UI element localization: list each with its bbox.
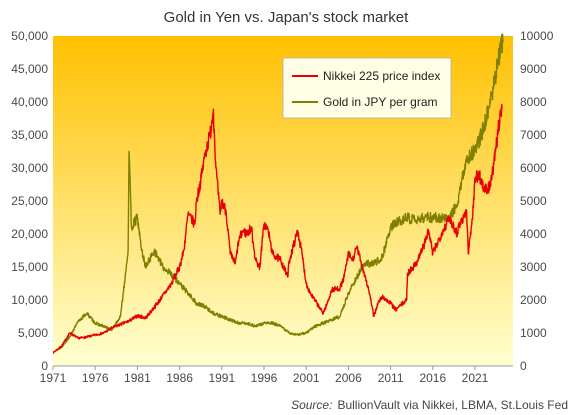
legend-label-gold: Gold in JPY per gram <box>323 95 438 109</box>
x-tick-label: 2011 <box>378 371 404 385</box>
source-text: BullionVault via Nikkei, LBMA, St.Louis … <box>337 398 568 412</box>
y-right-tick-label: 4000 <box>520 227 547 241</box>
y-right-tick-label: 3000 <box>520 260 547 274</box>
x-tick-label: 1976 <box>82 371 109 385</box>
plot-series <box>52 33 504 354</box>
legend-box <box>282 57 452 119</box>
y-left-tick-label: 5,000 <box>18 326 48 340</box>
y-right-tick-label: 1000 <box>520 326 547 340</box>
x-tick-label: 1991 <box>208 371 235 385</box>
y-left-tick-label: 35,000 <box>11 128 48 142</box>
source-label: Source: <box>291 398 332 412</box>
y-right-tick-label: 6000 <box>520 161 547 175</box>
x-tick-label: 2006 <box>335 371 362 385</box>
y-left-tick-label: 25,000 <box>11 194 48 208</box>
y-left-tick-label: 10,000 <box>11 293 48 307</box>
y-left-tick-label: 50,000 <box>11 29 48 43</box>
y-left-tick-label: 40,000 <box>11 95 48 109</box>
x-tick-label: 1971 <box>40 371 67 385</box>
x-tick-label: 1996 <box>251 371 278 385</box>
y-left-tick-label: 15,000 <box>11 260 48 274</box>
x-tick-label: 1986 <box>166 371 193 385</box>
axes: 1971 1976 1981 1986 1991 1996 2001 2006 2011 2016… <box>11 29 553 385</box>
y-left-tick-label: 30,000 <box>11 161 48 175</box>
x-tick-label: 1981 <box>124 371 151 385</box>
legend-label-nikkei: Nikkei 225 price index <box>323 69 440 83</box>
legend: Nikkei 225 price index Gold in JPY per g… <box>282 57 452 119</box>
x-tick-label: 2021 <box>462 371 489 385</box>
source-note: Source: BullionVault via Nikkei, LBMA, St… <box>291 398 568 412</box>
y-right-tick-label: 8000 <box>520 95 547 109</box>
series-line-nikkei <box>52 103 503 354</box>
y-right-tick-label: 5000 <box>520 194 547 208</box>
y-right-tick-label: 7000 <box>520 128 547 142</box>
y-right-tick-label: 10000 <box>520 29 554 43</box>
y-right-tick-label: 0 <box>520 359 527 373</box>
y-right-tick-label: 2000 <box>520 293 547 307</box>
chart-title: Gold in Yen vs. Japan's stock market <box>164 9 409 26</box>
y-left-tick-label: 20,000 <box>11 227 48 241</box>
x-tick-label: 2016 <box>419 371 446 385</box>
series-line-gold <box>52 33 504 353</box>
y-right-tick-label: 9000 <box>520 62 547 76</box>
y-left-tick-label: 45,000 <box>11 62 48 76</box>
x-tick-label: 2001 <box>293 371 320 385</box>
y-left-tick-label: 0 <box>41 359 48 373</box>
